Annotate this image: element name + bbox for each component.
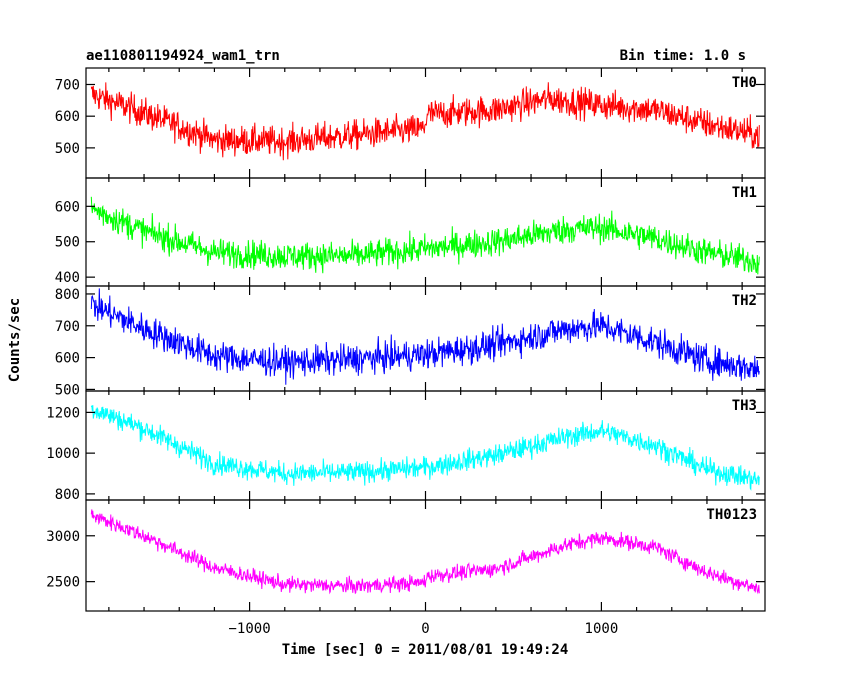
y-tick-label: 600 <box>55 199 80 215</box>
y-tick-label: 400 <box>55 270 80 286</box>
panel-frame <box>85 177 766 287</box>
y-tick-label: 800 <box>55 287 80 303</box>
y-tick-label: 500 <box>55 235 80 251</box>
y-tick-label: 600 <box>55 351 80 367</box>
y-tick-label: 500 <box>55 141 80 157</box>
panel-label: TH3 <box>732 398 757 414</box>
y-tick-label: 500 <box>55 382 80 398</box>
y-tick-label: 600 <box>55 109 80 125</box>
y-tick-label: 1000 <box>46 446 80 462</box>
series-line-th1 <box>90 196 760 275</box>
y-tick-label: 3000 <box>46 529 80 545</box>
panel-label: TH2 <box>732 293 757 309</box>
x-tick-label: −1000 <box>229 621 271 637</box>
y-tick-label: 700 <box>55 319 80 335</box>
panel-th0: 500 600 700 TH0 <box>55 67 766 179</box>
panel-th3: 800 1000 1200 TH3 <box>46 390 766 503</box>
y-tick-label: 700 <box>55 77 80 93</box>
x-axis-label: Time [sec] 0 = 2011/08/01 19:49:24 <box>282 642 569 658</box>
panel-th2: 500 600 700 800 TH2 <box>55 285 766 398</box>
series-line-th0 <box>90 82 760 161</box>
y-tick-label: 1200 <box>46 405 80 421</box>
chart-title: ae110801194924_wam1_trn <box>86 48 280 64</box>
panel-label: TH0 <box>732 75 757 91</box>
panel-th1: 400 500 600 TH1 <box>55 177 766 287</box>
y-tick-label: 2500 <box>46 575 80 591</box>
panel-label: TH0123 <box>706 507 757 523</box>
series-line-th2 <box>90 288 760 385</box>
bin-time-label: Bin time: 1.0 s <box>620 48 746 64</box>
panel-th0123: 2500 3000 TH0123 <box>46 499 766 612</box>
panel-label: TH1 <box>732 185 757 201</box>
series-line-th3 <box>90 405 760 491</box>
panels-group: 500 600 700 TH0 400 500 600 TH1 500 600 700 800 TH2 8… <box>46 67 766 637</box>
y-tick-label: 800 <box>55 487 80 503</box>
series-line-th0123 <box>90 509 760 595</box>
y-axis-label: Counts/sec <box>7 298 23 382</box>
x-tick-label: 1000 <box>585 621 619 637</box>
x-tick-label: 0 <box>421 621 429 637</box>
